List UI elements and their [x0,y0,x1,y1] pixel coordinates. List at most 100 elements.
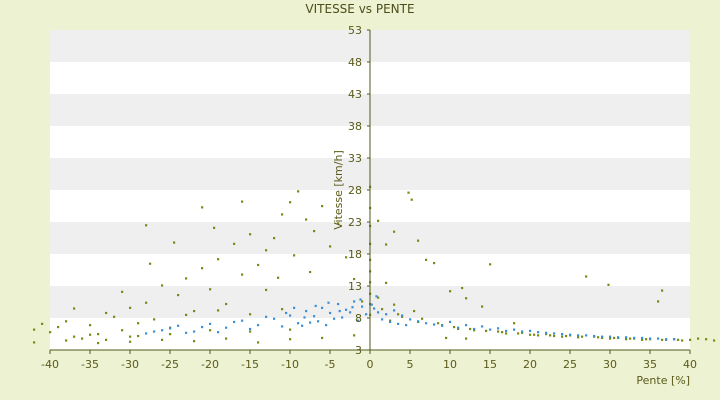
data-point [337,222,340,225]
data-point [313,229,316,233]
data-point [373,307,376,310]
data-point [89,333,92,336]
data-point [217,309,220,312]
data-point [381,318,384,321]
data-point [41,322,44,325]
data-point [497,327,500,330]
data-point [321,306,324,309]
data-point [425,258,428,261]
data-point [177,293,180,297]
data-point [641,338,644,341]
data-point [359,298,362,301]
data-point [405,324,408,327]
data-point [433,323,436,326]
data-point [305,218,308,221]
data-point [353,334,356,337]
data-point [585,334,588,337]
data-point [393,309,396,312]
data-point [65,320,68,323]
data-point [313,315,316,318]
data-point [345,256,348,259]
data-point [73,335,76,338]
data-point [57,325,60,329]
x-tick-label: -25 [161,358,179,371]
data-point [501,331,504,334]
data-point [277,276,280,279]
data-point [389,319,392,322]
data-point [329,245,332,248]
y-tick-label: 53 [348,24,362,37]
data-point [329,311,332,315]
x-ticks: -40 -35 -30 -25 -20 -15 -10 -5 0 5 10 15 20 25 30 35 40 [41,350,697,371]
data-point [289,201,292,204]
data-point [561,333,564,336]
data-point [689,338,692,341]
data-point [161,338,164,341]
data-point [201,267,204,270]
data-point [97,333,100,336]
data-point [609,337,612,340]
data-point [549,334,552,337]
data-point [293,306,296,309]
data-point [201,325,204,329]
data-point [449,290,452,293]
data-point [357,319,360,322]
x-tick-label: 0 [367,358,374,371]
data-point [303,316,306,319]
data-point [361,305,364,308]
data-point [49,331,52,334]
data-point [209,329,212,332]
y-tick-label: 8 [355,312,362,325]
data-point [353,277,356,281]
data-point [561,335,564,338]
data-point [505,332,508,335]
data-point [513,328,516,331]
data-point [545,331,548,334]
data-point [281,308,284,311]
data-point [265,315,268,318]
data-point [333,317,336,320]
data-point [529,329,532,332]
x-tick-label: 20 [523,358,537,371]
data-point [321,205,324,208]
data-point [649,337,652,340]
data-point [281,325,284,328]
data-point [657,300,660,303]
data-point [217,331,220,334]
data-point [417,320,420,323]
data-point [425,322,428,325]
data-point [153,318,156,321]
data-point [393,230,396,233]
data-point [537,331,540,334]
data-point [401,315,404,318]
x-tick-label: 15 [483,358,497,371]
data-point [145,224,148,227]
data-point [338,309,341,313]
data-point [297,190,300,193]
data-point [185,331,188,334]
y-tick-label: 13 [348,280,362,293]
data-point [393,303,396,306]
data-point [289,328,292,331]
data-point [445,336,448,340]
data-point [521,330,524,333]
data-point [607,283,610,286]
data-point [581,335,584,338]
data-point [145,332,148,335]
data-point [481,305,484,308]
data-point [461,286,464,290]
data-point [613,336,616,340]
data-point [349,311,352,314]
data-point [177,324,180,327]
y-tick-label: 28 [348,184,362,197]
data-point [297,322,300,325]
x-tick-label: -15 [241,358,259,371]
data-point [697,337,700,340]
data-point [273,237,276,240]
data-point [377,311,380,314]
data-point [565,334,568,338]
data-point [325,324,328,327]
data-point [225,302,228,306]
data-point [249,330,252,333]
